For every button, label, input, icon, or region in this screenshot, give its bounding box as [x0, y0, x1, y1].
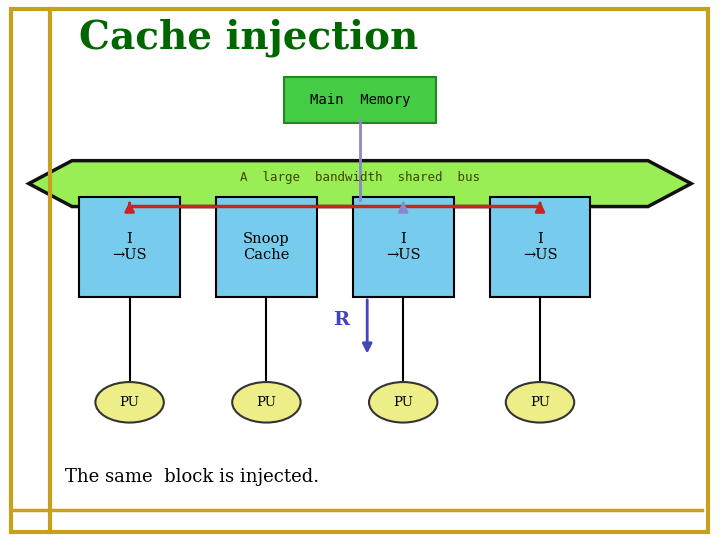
Text: Snoop
Cache: Snoop Cache	[243, 232, 289, 262]
FancyBboxPatch shape	[79, 197, 180, 297]
Text: PU: PU	[393, 396, 413, 409]
Ellipse shape	[505, 382, 575, 422]
Ellipse shape	[232, 382, 301, 422]
FancyBboxPatch shape	[353, 197, 454, 297]
FancyBboxPatch shape	[490, 197, 590, 297]
FancyBboxPatch shape	[284, 77, 436, 123]
Text: The same  block is injected.: The same block is injected.	[65, 468, 319, 486]
Text: Main  Memory: Main Memory	[310, 93, 410, 107]
Text: Cache injection: Cache injection	[79, 19, 418, 57]
Ellipse shape	[95, 382, 164, 422]
Text: PU: PU	[256, 396, 276, 409]
Text: I
→US: I →US	[112, 232, 147, 262]
Text: A  large  bandwidth  shared  bus: A large bandwidth shared bus	[240, 171, 480, 184]
Text: I
→US: I →US	[523, 232, 557, 262]
FancyBboxPatch shape	[216, 197, 317, 297]
Text: I
→US: I →US	[386, 232, 420, 262]
Text: R: R	[333, 311, 349, 329]
Text: PU: PU	[120, 396, 140, 409]
Ellipse shape	[369, 382, 438, 422]
Text: PU: PU	[530, 396, 550, 409]
Polygon shape	[29, 160, 691, 206]
